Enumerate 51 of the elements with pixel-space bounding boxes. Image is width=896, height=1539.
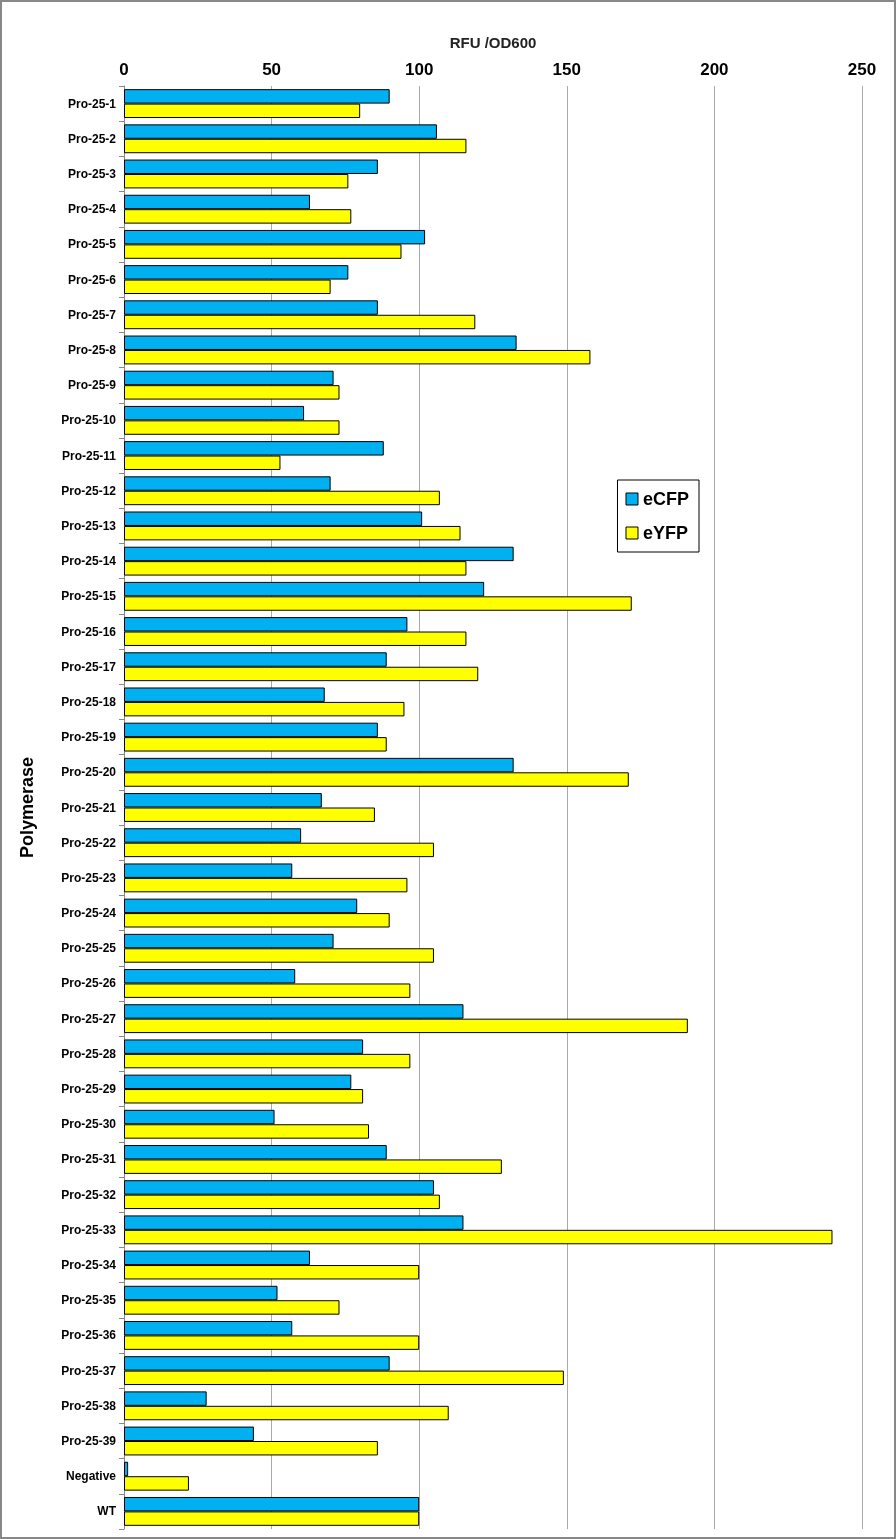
y-tick-label: Pro-25-23: [61, 870, 117, 885]
y-tick-label: Pro-25-27: [61, 1011, 117, 1026]
y-tick-label: Pro-25-8: [67, 342, 117, 357]
y-tick-label: Pro-25-36: [61, 1328, 117, 1343]
x-tick-label: 100: [405, 60, 434, 79]
y-tick-label: Pro-25-14: [61, 554, 117, 569]
y-axis-title: Polymerase: [17, 756, 37, 859]
y-tick-label: Pro-25-33: [61, 1222, 117, 1237]
y-tick-label: WT: [97, 1504, 117, 1519]
y-tick-label: Pro-25-1: [67, 96, 117, 111]
y-tick-label: Pro-25-16: [61, 624, 117, 639]
y-tick-label: Pro-25-30: [61, 1117, 117, 1132]
y-tick-label: Pro-25-3: [67, 166, 117, 181]
x-axis-title: RFU /OD600: [449, 34, 537, 51]
y-tick-label: Pro-25-13: [61, 518, 117, 533]
x-tick-label: 250: [847, 60, 877, 79]
y-tick-label: Pro-25-34: [61, 1258, 117, 1273]
x-tick-label: 0: [119, 60, 129, 79]
y-tick-label: Pro-25-18: [61, 694, 117, 709]
y-tick-label: Pro-25-6: [67, 272, 117, 287]
legend-label: eYFP: [642, 523, 689, 543]
y-tick-label: Pro-25-25: [61, 941, 117, 956]
y-tick-label: Pro-25-19: [61, 730, 117, 745]
y-tick-label: Pro-25-4: [67, 202, 117, 217]
y-tick-label: Pro-25-22: [61, 835, 117, 850]
y-tick-label: Negative: [65, 1469, 117, 1484]
y-tick-label: Pro-25-20: [61, 765, 117, 780]
y-tick-label: Pro-25-29: [61, 1082, 117, 1097]
y-tick-label: Pro-25-11: [61, 448, 117, 463]
y-tick-label: Pro-25-15: [61, 589, 117, 604]
y-tick-label: Pro-25-26: [61, 976, 117, 991]
y-tick-label: Pro-25-12: [61, 483, 117, 498]
legend-label: eCFP: [642, 489, 689, 509]
y-tick-label: Pro-25-28: [61, 1046, 117, 1061]
y-tick-label: Pro-25-17: [61, 659, 117, 674]
x-tick-label: 50: [262, 60, 282, 79]
x-tick-label: 200: [700, 60, 729, 79]
y-tick-label: Pro-25-32: [61, 1187, 117, 1202]
y-tick-label: Pro-25-35: [61, 1293, 117, 1308]
y-tick-label: Pro-25-39: [61, 1434, 117, 1449]
y-tick-label: Pro-25-31: [61, 1152, 117, 1167]
x-tick-label: 150: [552, 60, 581, 79]
y-tick-label: Pro-25-7: [67, 307, 117, 322]
y-tick-label: Pro-25-9: [67, 378, 117, 393]
y-tick-label: Pro-25-21: [61, 800, 117, 815]
y-tick-label: Pro-25-24: [61, 906, 117, 921]
y-tick-label: Pro-25-2: [67, 131, 117, 146]
y-tick-label: Pro-25-10: [61, 413, 117, 428]
y-tick-label: Pro-25-5: [67, 237, 117, 252]
y-tick-label: Pro-25-37: [61, 1363, 117, 1378]
y-tick-label: Pro-25-38: [61, 1398, 117, 1413]
